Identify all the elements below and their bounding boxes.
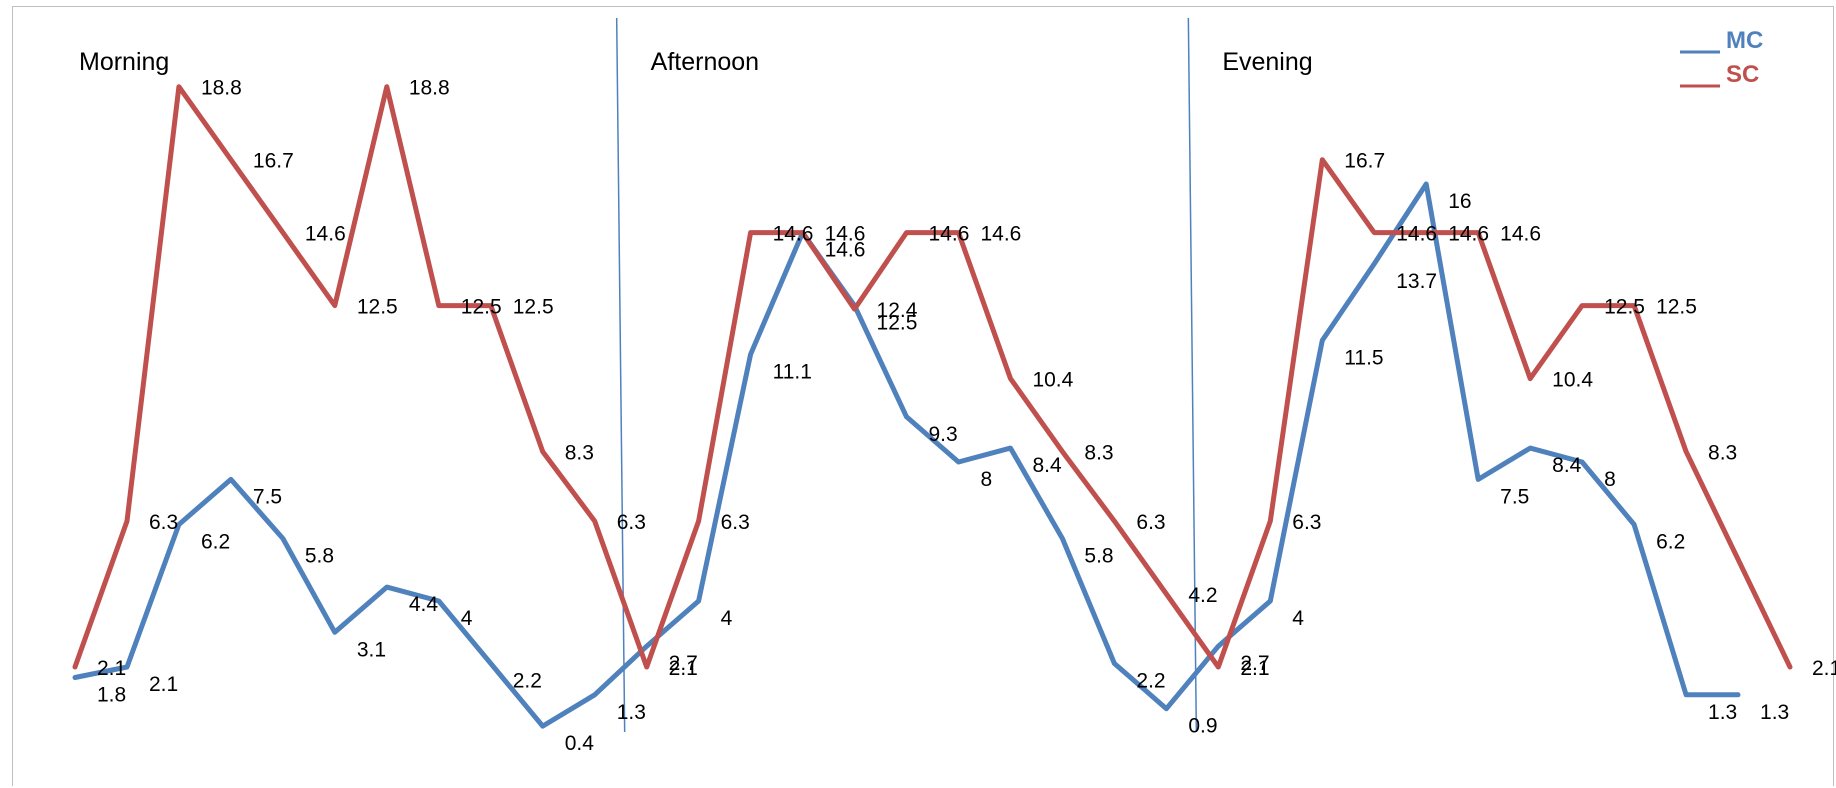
data-label-mc: 8 (980, 468, 992, 491)
data-label-mc: 4.4 (409, 593, 439, 616)
data-label-sc: 2.1 (97, 657, 126, 680)
data-label-sc: 14.6 (825, 223, 866, 246)
data-label-sc: 14.6 (305, 223, 346, 246)
segment-separator (1187, 17, 1198, 733)
data-label-sc: 6.3 (149, 511, 178, 534)
data-label-sc: 12.5 (1656, 296, 1697, 319)
segment-label-morning: Morning (79, 48, 169, 76)
data-label-mc: 1.8 (97, 683, 126, 706)
data-label-mc: 13.7 (1396, 270, 1437, 293)
data-label-mc: 2.2 (1136, 670, 1165, 693)
segment-label-evening: Evening (1222, 48, 1312, 76)
data-label-mc: 8 (1604, 468, 1616, 491)
data-label-sc: 12.5 (513, 296, 554, 319)
legend-label-sc: SC (1726, 61, 1759, 88)
data-label-sc: 14.6 (773, 223, 814, 246)
data-label-mc: 4 (721, 607, 733, 630)
data-label-mc: 11.1 (773, 360, 812, 383)
chart-frame (12, 6, 1834, 786)
data-label-mc: 2.7 (669, 652, 698, 675)
data-label-mc: 16 (1448, 190, 1471, 213)
data-label-mc: 8.4 (1552, 454, 1582, 477)
data-label-sc: 10.4 (1032, 369, 1073, 392)
data-label-sc: 18.8 (409, 77, 450, 100)
data-label-mc: 2.7 (1240, 652, 1269, 675)
data-label-mc: 7.5 (253, 485, 282, 508)
data-label-mc: 12.5 (877, 312, 918, 335)
data-label-sc: 8.3 (1084, 442, 1113, 465)
data-label-sc: 12.5 (461, 296, 502, 319)
data-label-mc: 2.1 (149, 673, 178, 696)
data-label-mc: 1.3 (1760, 701, 1789, 724)
data-label-mc: 3.1 (357, 638, 386, 661)
data-label-sc: 6.3 (721, 511, 750, 534)
data-label-mc: 8.4 (1032, 454, 1062, 477)
series-line-mc (72, 181, 1741, 729)
data-label-sc: 6.3 (1292, 511, 1321, 534)
data-label-sc: 14.6 (1396, 223, 1437, 246)
segment-separator (615, 17, 626, 733)
data-label-sc: 6.3 (617, 511, 646, 534)
data-label-mc: 14.6 (825, 239, 866, 262)
data-label-sc: 2.1 (669, 657, 698, 680)
data-label-sc: 8.3 (565, 442, 594, 465)
legend-label-mc: MC (1726, 27, 1763, 54)
data-label-sc: 10.4 (1552, 369, 1593, 392)
data-label-sc: 18.8 (201, 77, 242, 100)
data-label-sc: 14.6 (1500, 223, 1541, 246)
data-label-mc: 7.5 (1500, 485, 1529, 508)
data-label-sc: 8.3 (1708, 442, 1737, 465)
data-label-sc: 12.5 (357, 296, 398, 319)
series-line-sc (72, 84, 1793, 670)
data-label-sc: 12.5 (1604, 296, 1645, 319)
data-label-sc: 14.6 (929, 223, 970, 246)
data-label-mc: 1.3 (1708, 701, 1737, 724)
data-label-mc: 4 (461, 607, 473, 630)
data-label-sc: 6.3 (1136, 511, 1165, 534)
data-label-mc: 5.8 (305, 544, 334, 567)
data-label-mc: 2.2 (513, 670, 542, 693)
data-label-sc: 4.2 (1188, 584, 1217, 607)
data-label-sc: 2.1 (1812, 657, 1836, 680)
data-label-mc: 6.2 (201, 531, 230, 554)
data-label-sc: 14.6 (980, 223, 1021, 246)
segment-label-afternoon: Afternoon (651, 48, 759, 76)
data-label-mc: 5.8 (1084, 544, 1113, 567)
data-label-mc: 4 (1292, 607, 1304, 630)
data-label-sc: 2.1 (1240, 657, 1269, 680)
data-label-sc: 12.4 (877, 299, 918, 322)
data-label-sc: 16.7 (253, 150, 294, 173)
data-label-mc: 0.9 (1188, 715, 1217, 738)
data-label-mc: 1.3 (617, 701, 646, 724)
data-label-sc: 14.6 (1448, 223, 1489, 246)
data-label-mc: 0.4 (565, 732, 595, 755)
data-label-mc: 11.5 (1344, 346, 1383, 369)
data-label-mc: 6.2 (1656, 531, 1685, 554)
data-label-sc: 16.7 (1344, 150, 1385, 173)
data-label-mc: 9.3 (929, 423, 958, 446)
